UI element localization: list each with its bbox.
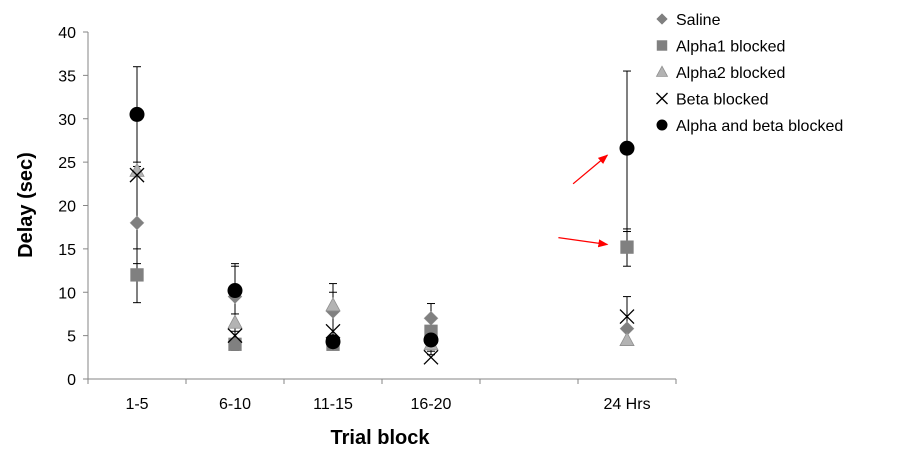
y-tick-label: 40	[58, 25, 76, 42]
data-points	[129, 106, 635, 365]
legend-item: Alpha2 blocked	[655, 65, 785, 82]
data-point	[423, 332, 439, 348]
y-tick-label: 15	[58, 242, 76, 259]
x-stroke	[656, 92, 668, 105]
legend-item: Alpha1 blocked	[656, 39, 785, 56]
data-point	[619, 309, 635, 324]
legend: Saline Alpha1 blocked Alpha2 blocked Beta b…	[655, 12, 843, 135]
legend-marker	[656, 13, 668, 25]
data-point	[325, 334, 341, 350]
legend-label: Alpha1 blocked	[676, 39, 785, 56]
y-tick-label: 35	[58, 68, 76, 85]
x-tick-label: 1-5	[125, 396, 148, 413]
data-point	[619, 140, 635, 156]
legend-item: Saline	[656, 12, 721, 29]
data-point	[130, 268, 144, 282]
y-tick-label: 10	[58, 285, 76, 302]
data-point	[129, 106, 145, 122]
x-tick-label: 16-20	[411, 396, 452, 413]
error-bars	[133, 66, 631, 356]
y-tick-label: 30	[58, 112, 76, 129]
x-tick-label: 24 Hrs	[603, 396, 650, 413]
data-point	[228, 337, 242, 351]
x-stroke	[129, 167, 145, 183]
legend-label: Alpha2 blocked	[676, 65, 785, 82]
legend-marker	[656, 40, 668, 51]
x-stroke	[423, 349, 439, 365]
data-point	[129, 215, 145, 231]
data-point	[227, 328, 243, 344]
data-point	[619, 331, 635, 346]
x-stroke	[619, 309, 635, 324]
red-arrow	[572, 154, 609, 185]
legend-item: Beta blocked	[656, 92, 769, 109]
y-axis-title: Delay (sec)	[15, 152, 37, 258]
data-point	[227, 283, 243, 299]
data-point	[227, 314, 243, 329]
axes	[83, 31, 677, 384]
y-tick-label: 0	[67, 372, 76, 389]
data-point	[129, 162, 145, 177]
x-tick-label: 6-10	[219, 396, 251, 413]
x-axis-title: Trial block	[331, 427, 431, 449]
legend-label: Alpha and beta blocked	[676, 118, 843, 135]
data-point	[325, 297, 341, 312]
legend-label: Beta blocked	[676, 92, 769, 109]
x-stroke	[227, 328, 243, 344]
data-point	[129, 167, 145, 183]
y-tick-label: 20	[58, 199, 76, 216]
x-tick-label: 11-15	[313, 396, 353, 413]
red-arrow	[558, 236, 609, 248]
legend-marker	[656, 119, 668, 131]
legend-item: Alpha and beta blocked	[656, 118, 843, 135]
y-tick-label: 25	[58, 155, 76, 172]
data-point	[423, 310, 439, 326]
y-tick-label: 5	[67, 329, 76, 346]
legend-marker	[655, 65, 669, 77]
data-point	[423, 349, 439, 365]
tick-labels: 0 5 10 15 20 25 30 35 40 1-5 6-10 11-15 16-20 24 Hrs	[58, 25, 650, 413]
legend-label: Saline	[676, 12, 721, 29]
annotations	[558, 154, 609, 248]
data-point	[620, 240, 634, 254]
legend-marker	[656, 92, 668, 105]
